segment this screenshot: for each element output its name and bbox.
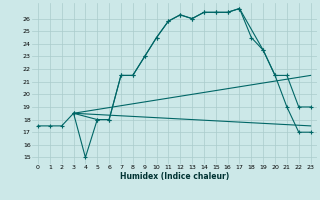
X-axis label: Humidex (Indice chaleur): Humidex (Indice chaleur) — [120, 172, 229, 181]
